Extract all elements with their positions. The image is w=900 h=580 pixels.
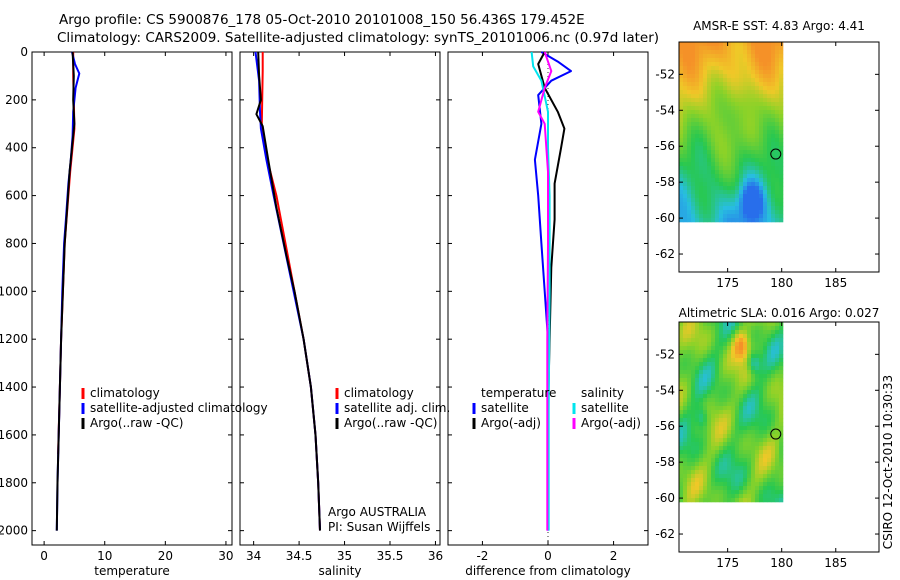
x-tick-label: 30 bbox=[218, 549, 233, 563]
y-tick-label: 1200 bbox=[0, 332, 28, 346]
series-line-satellite-adjusted-climatology bbox=[55, 51, 81, 531]
y-tick-label: 1000 bbox=[0, 284, 28, 298]
map-y-tick-label: -54 bbox=[655, 103, 675, 117]
map-y-tick-label: -52 bbox=[655, 67, 675, 81]
header-title-line2: Climatology: CARS2009. Satellite-adjuste… bbox=[57, 30, 660, 46]
x-tick-label: 2 bbox=[610, 549, 618, 563]
series-line-argo--adj- bbox=[537, 51, 553, 531]
legend-label: Argo(..raw -QC) bbox=[344, 416, 437, 430]
map-x-tick-label: 185 bbox=[824, 556, 847, 570]
map-y-tick-label: -62 bbox=[655, 527, 675, 541]
map-y-tick-label: -56 bbox=[655, 139, 675, 153]
series-line-argo---raw--qc- bbox=[255, 51, 321, 531]
map-frame-2 bbox=[678, 321, 880, 553]
plot-frame-2 bbox=[239, 51, 441, 546]
x-axis-label: difference from climatology bbox=[465, 564, 631, 578]
legend-title-temperature: temperature bbox=[481, 386, 556, 400]
map-y-tick-label: -60 bbox=[655, 491, 675, 505]
legend-label: satellite-adjusted climatology bbox=[90, 401, 268, 415]
y-tick-label: 800 bbox=[5, 236, 28, 250]
legend-label: satellite bbox=[481, 401, 529, 415]
x-tick-label: 35.5 bbox=[377, 549, 404, 563]
series-line-argo---raw--qc- bbox=[55, 51, 76, 531]
map-x-tick-label: 185 bbox=[824, 276, 847, 290]
argo-location-marker bbox=[770, 148, 782, 160]
y-tick-label: 400 bbox=[5, 141, 28, 155]
legend-label: satellite bbox=[581, 401, 629, 415]
map-y-tick-label: -56 bbox=[655, 419, 675, 433]
map-y-tick-label: -60 bbox=[655, 211, 675, 225]
y-tick-label: 1600 bbox=[0, 428, 28, 442]
side-timestamp: CSIRO 12-Oct-2010 10:30:33 bbox=[881, 375, 895, 549]
y-tick-label: 2000 bbox=[0, 524, 28, 538]
x-tick-label: 36 bbox=[428, 549, 443, 563]
legend-label: Argo(-adj) bbox=[581, 416, 641, 430]
x-axis-label: temperature bbox=[94, 564, 169, 578]
series-line-climatology bbox=[260, 52, 321, 531]
y-tick-label: 1400 bbox=[0, 380, 28, 394]
map-y-tick-label: -58 bbox=[655, 455, 675, 469]
y-tick-label: 200 bbox=[5, 93, 28, 107]
argo-location-marker bbox=[770, 428, 782, 440]
x-tick-label: 34.5 bbox=[286, 549, 313, 563]
x-tick-label: 0 bbox=[40, 549, 48, 563]
map-frame-1 bbox=[678, 41, 880, 273]
map-y-tick-label: -52 bbox=[655, 347, 675, 361]
map-x-tick-label: 180 bbox=[770, 276, 793, 290]
map-title-1: AMSR-E SST: 4.83 Argo: 4.41 bbox=[693, 19, 865, 33]
map-x-tick-label: 180 bbox=[770, 556, 793, 570]
y-tick-label: 0 bbox=[20, 45, 28, 59]
y-tick-label: 600 bbox=[5, 189, 28, 203]
legend-label: Argo(..raw -QC) bbox=[90, 416, 183, 430]
map-y-tick-label: -62 bbox=[655, 247, 675, 261]
legend-label: satellite adj. clim. bbox=[344, 401, 450, 415]
series-line-satellite bbox=[533, 51, 572, 531]
header-title-line1: Argo profile: CS 5900876_178 05-Oct-2010… bbox=[59, 12, 585, 28]
sst-field-image bbox=[679, 42, 784, 223]
map-y-tick-label: -58 bbox=[655, 175, 675, 189]
legend-label: climatology bbox=[344, 386, 414, 400]
credit-line2: PI: Susan Wijffels bbox=[328, 520, 431, 534]
map-title-2: Altimetric SLA: 0.016 Argo: 0.027 bbox=[679, 306, 880, 320]
x-tick-label: -2 bbox=[476, 549, 488, 563]
series-line-argo--adj- bbox=[537, 51, 566, 412]
y-tick-label: 1800 bbox=[0, 476, 28, 490]
x-axis-label: salinity bbox=[318, 564, 361, 578]
x-tick-label: 0 bbox=[544, 549, 552, 563]
x-tick-label: 35 bbox=[337, 549, 352, 563]
x-tick-label: 10 bbox=[97, 549, 112, 563]
map-x-tick-label: 175 bbox=[716, 556, 739, 570]
map-y-tick-label: -54 bbox=[655, 383, 675, 397]
credit-line1: Argo AUSTRALIA bbox=[328, 505, 427, 519]
sla-field-image bbox=[679, 322, 784, 503]
series-line-satellite-adj--clim- bbox=[254, 51, 321, 531]
plot-frame-1 bbox=[31, 51, 233, 546]
map-x-tick-label: 175 bbox=[716, 276, 739, 290]
x-tick-label: 20 bbox=[158, 549, 173, 563]
legend-label: climatology bbox=[90, 386, 160, 400]
legend-label: Argo(-adj) bbox=[481, 416, 541, 430]
legend-title-salinity: salinity bbox=[581, 386, 624, 400]
x-tick-label: 34 bbox=[246, 549, 261, 563]
